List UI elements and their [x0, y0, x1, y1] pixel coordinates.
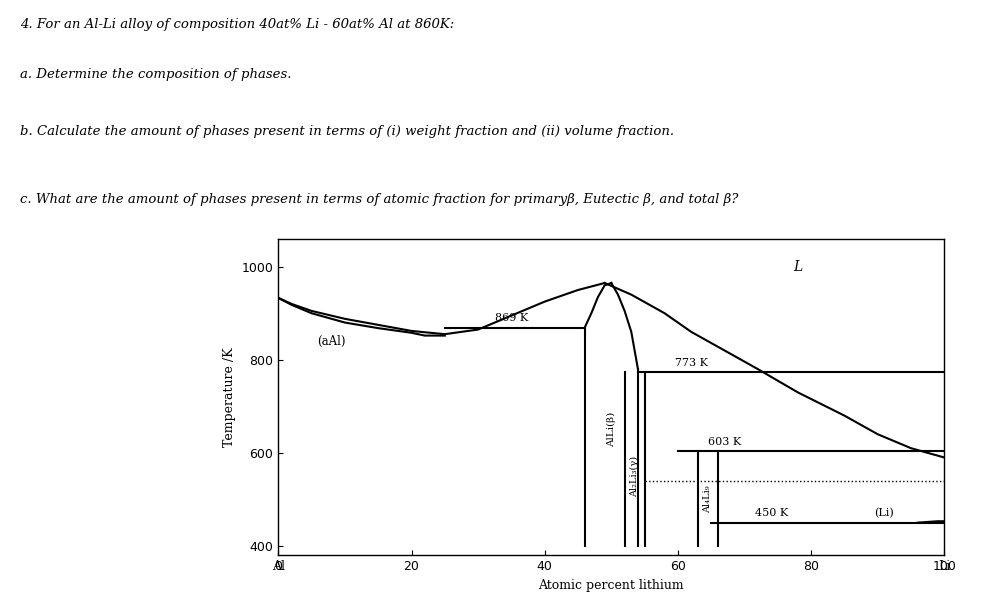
Text: (Li): (Li): [875, 507, 895, 518]
Text: c. What are the amount of phases present in terms of atomic fraction for primary: c. What are the amount of phases present…: [20, 193, 739, 206]
Text: Li: Li: [938, 560, 950, 573]
Text: (aAl): (aAl): [317, 335, 346, 347]
Text: L: L: [793, 260, 802, 273]
Text: Al₄Li₉: Al₄Li₉: [704, 485, 713, 513]
Text: 603 K: 603 K: [708, 437, 742, 447]
Text: 450 K: 450 K: [754, 508, 788, 518]
Text: 4. For an Al-Li alloy of composition 40at% Li - 60at% Al at 860K:: 4. For an Al-Li alloy of composition 40a…: [20, 18, 454, 31]
Y-axis label: Temperature /K: Temperature /K: [223, 347, 236, 447]
Text: 773 K: 773 K: [675, 358, 708, 368]
Text: 869 K: 869 K: [495, 313, 528, 324]
Text: Al₂Li₃(γ): Al₂Li₃(γ): [630, 456, 639, 497]
Text: Al: Al: [271, 560, 285, 573]
Text: a. Determine the composition of phases.: a. Determine the composition of phases.: [20, 68, 291, 81]
X-axis label: Atomic percent lithium: Atomic percent lithium: [539, 578, 684, 592]
Text: AlLi(β): AlLi(β): [606, 412, 616, 447]
Text: b. Calculate the amount of phases present in terms of (i) weight fraction and (i: b. Calculate the amount of phases presen…: [20, 125, 674, 138]
